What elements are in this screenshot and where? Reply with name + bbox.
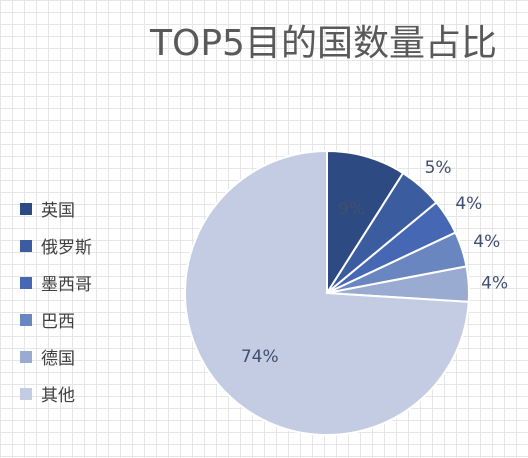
legend-label: 巴西 — [41, 312, 75, 332]
slice-label: 9% — [338, 199, 365, 219]
pie-slice — [184, 149, 470, 436]
legend-item: 墨西哥 — [20, 264, 92, 301]
legend-item: 德国 — [20, 338, 92, 375]
legend-label: 其他 — [41, 386, 75, 406]
legend-swatch — [20, 387, 32, 400]
legend-swatch — [20, 239, 32, 252]
slice-label: 4% — [473, 232, 500, 252]
pie-slice — [326, 149, 405, 297]
legend-label: 德国 — [41, 349, 75, 369]
legend-item: 其他 — [20, 375, 92, 412]
legend-item: 英国 — [20, 190, 92, 227]
legend-label: 俄罗斯 — [41, 238, 92, 258]
legend-label: 英国 — [41, 201, 75, 221]
slice-label: 74% — [241, 347, 279, 367]
legend-swatch — [20, 350, 32, 363]
slice-label: 5% — [425, 158, 452, 178]
legend-swatch — [20, 202, 32, 215]
slice-label: 4% — [481, 273, 508, 293]
legend-label: 墨西哥 — [41, 275, 92, 295]
legend-item: 巴西 — [20, 301, 92, 338]
slice-label: 4% — [455, 194, 482, 214]
legend-swatch — [20, 313, 32, 326]
legend-swatch — [20, 276, 32, 289]
legend: 英国俄罗斯墨西哥巴西德国其他 — [20, 190, 92, 412]
chart-title: TOP5目的国数量占比 — [150, 23, 497, 64]
legend-item: 俄罗斯 — [20, 227, 92, 264]
